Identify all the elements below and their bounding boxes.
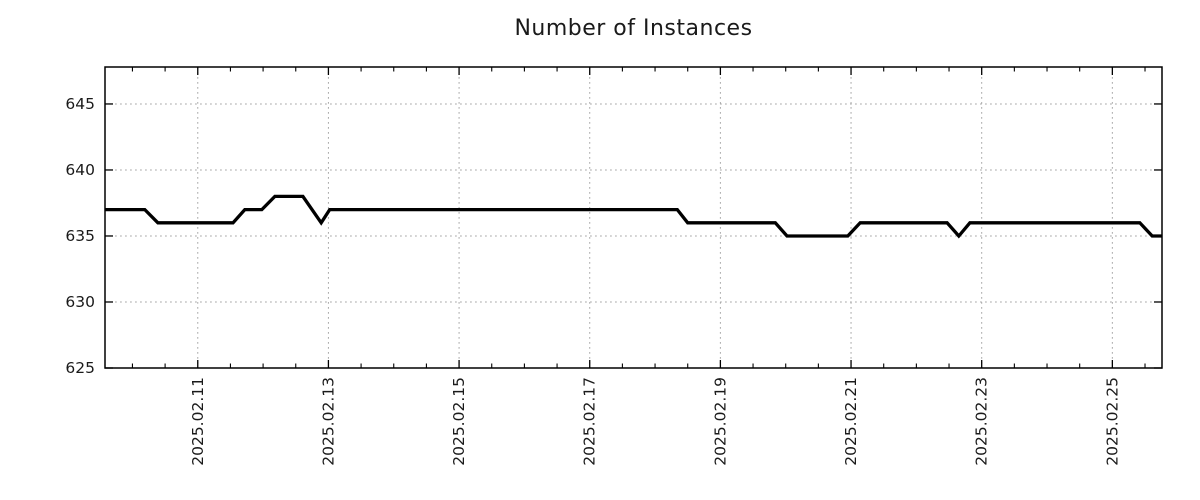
y-tick-label: 635 [65, 227, 95, 245]
x-tick-label: 2025.02.13 [319, 377, 337, 466]
x-tick-label: 2025.02.21 [842, 377, 860, 466]
y-tick-label: 630 [65, 293, 95, 311]
plot-border [104, 66, 1163, 369]
x-tick-label: 2025.02.19 [711, 377, 729, 466]
y-tick-label: 640 [65, 161, 95, 179]
x-tick-label: 2025.02.17 [581, 377, 599, 466]
y-tick-label: 625 [65, 359, 95, 377]
chart-title: Number of Instances [514, 16, 753, 41]
x-tick-label: 2025.02.11 [189, 377, 207, 466]
y-tick-label: 645 [65, 95, 95, 113]
x-tick-label: 2025.02.15 [450, 377, 468, 466]
series-line-instances [105, 194, 1162, 239]
x-tick-label: 2025.02.25 [1103, 377, 1121, 466]
x-tick-label: 2025.02.23 [973, 377, 991, 466]
